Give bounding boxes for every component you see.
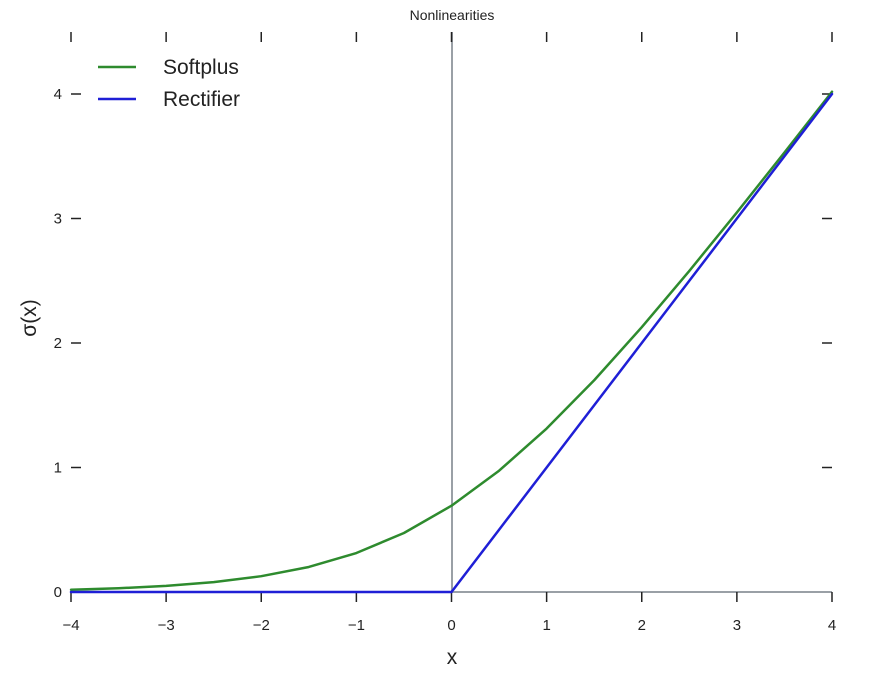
y-ticks: 0 1 2 3 4 (54, 86, 832, 601)
y-tick-label: 0 (54, 584, 62, 601)
x-tick-label: −1 (348, 617, 365, 634)
x-tick-label: 4 (828, 617, 836, 634)
x-tick-label: 3 (733, 617, 741, 634)
x-tick-label: −4 (62, 617, 79, 634)
x-tick-label: 1 (542, 617, 550, 634)
y-tick-label: 1 (54, 460, 62, 477)
legend: Softplus Rectifier (98, 56, 240, 111)
x-axis-label: x (447, 646, 458, 669)
y-tick-label: 2 (54, 335, 62, 352)
y-tick-label: 3 (54, 211, 62, 228)
x-tick-label: 0 (447, 617, 455, 634)
x-ticks: −4 −3 −2 −1 0 1 2 3 4 (62, 32, 836, 634)
series-line-rectifier (69, 92, 834, 594)
legend-label-softplus: Softplus (163, 56, 239, 79)
series-line-softplus (69, 90, 834, 592)
y-tick-label: 4 (54, 86, 62, 103)
x-tick-label: −2 (253, 617, 270, 634)
legend-label-rectifier: Rectifier (163, 88, 240, 111)
y-axis-label: σ(x) (18, 299, 41, 336)
x-tick-label: −3 (158, 617, 175, 634)
chart-title: Nonlinearities (410, 7, 495, 23)
series-group (69, 90, 834, 594)
x-tick-label: 2 (638, 617, 646, 634)
